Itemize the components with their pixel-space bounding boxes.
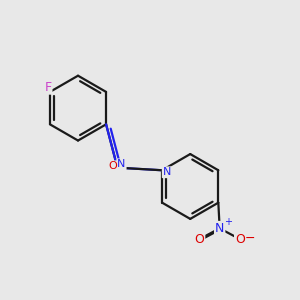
Text: N: N — [117, 159, 126, 169]
Text: +: + — [224, 217, 232, 226]
Text: O: O — [235, 233, 245, 246]
Text: F: F — [44, 81, 52, 94]
Text: N: N — [215, 222, 224, 235]
Text: −: − — [245, 232, 255, 245]
Text: N: N — [163, 167, 171, 177]
Text: O: O — [194, 233, 204, 246]
Text: O: O — [108, 161, 117, 171]
